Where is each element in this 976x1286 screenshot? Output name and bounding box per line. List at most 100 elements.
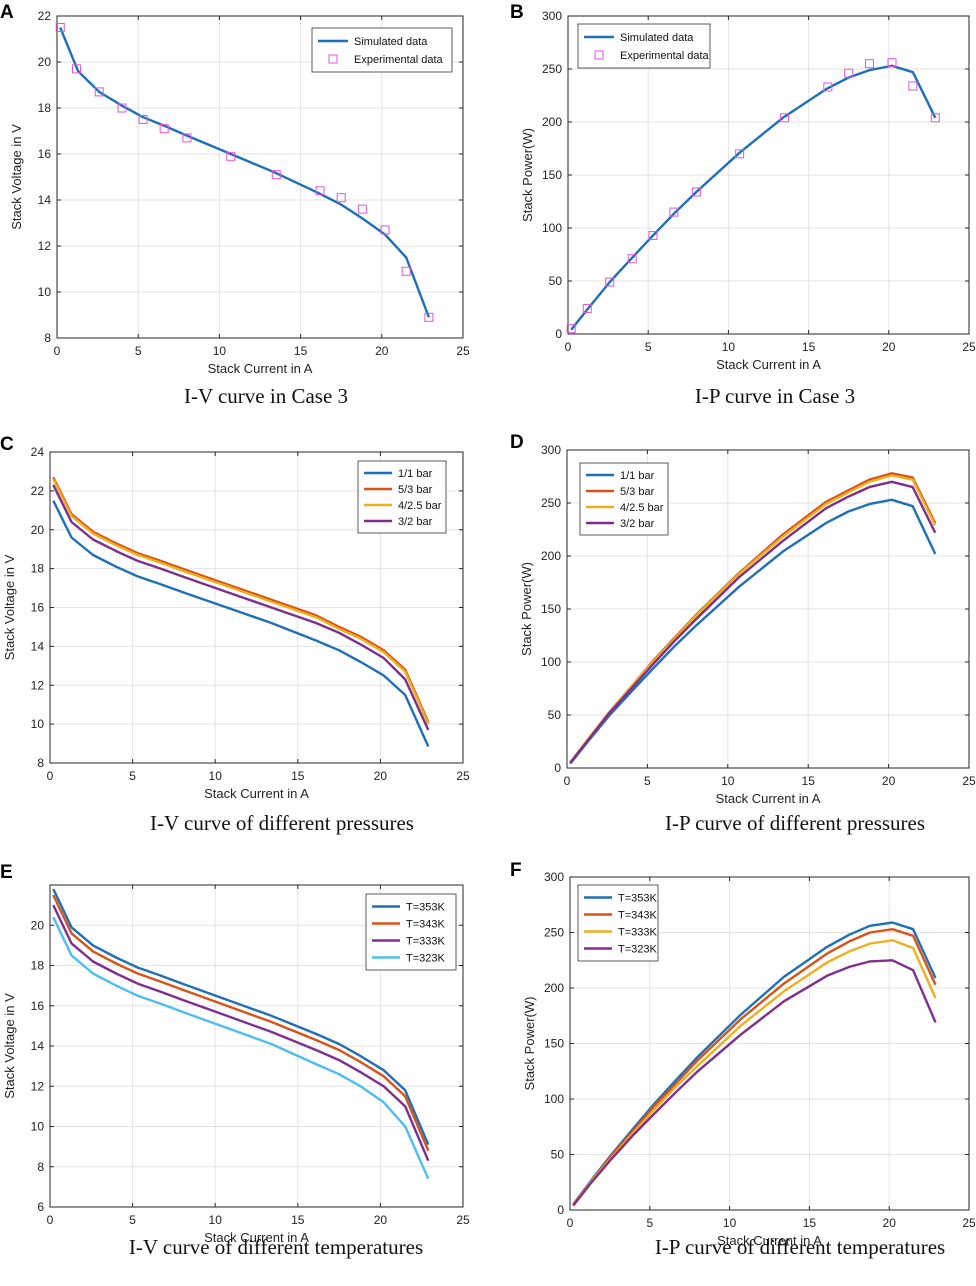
legend: 1/1 bar 5/3 bar 4/2.5 bar 3/2 bar — [357, 460, 447, 534]
data-marker — [226, 151, 236, 161]
legend: T=353K T=343K T=333K T=323K — [577, 884, 659, 962]
data-marker — [336, 193, 346, 203]
legend: Simulated data Experimental data — [311, 27, 453, 73]
legend-swatch-marker — [594, 50, 604, 60]
y-tick-label: 14 — [38, 193, 52, 207]
series-line-4 — [569, 480, 937, 764]
series-line-3 — [52, 478, 430, 725]
data-marker — [315, 186, 325, 196]
data-marker — [865, 59, 875, 69]
panel-caption: I-V curve in Case 3 — [184, 384, 348, 408]
legend: Simulated data Experimental data — [577, 23, 711, 69]
y-tick-label: 6 — [37, 1200, 44, 1214]
x-tick-label: 20 — [374, 1213, 388, 1227]
data-marker — [566, 324, 576, 334]
y-tick-label: 20 — [38, 55, 52, 69]
y-tick-label: 150 — [541, 602, 561, 616]
x-tick-label: 20 — [883, 1216, 897, 1230]
data-marker — [669, 207, 679, 217]
x-tick-label: 5 — [129, 769, 136, 783]
series-line-2 — [52, 476, 430, 723]
series-line-2 — [572, 928, 937, 1206]
y-tick-label: 10 — [38, 285, 52, 299]
x-tick-label: 25 — [962, 340, 976, 354]
y-tick-label: 200 — [544, 981, 564, 995]
data-marker — [627, 254, 637, 264]
y-tick-label: 18 — [38, 101, 52, 115]
series-line-4 — [52, 916, 430, 1180]
legend-box — [311, 27, 453, 73]
y-tick-label: 100 — [542, 221, 562, 235]
panel-caption: I-P curve in Case 3 — [695, 384, 855, 408]
y-tick-label: 22 — [31, 484, 45, 498]
y-tick-label: 150 — [542, 168, 562, 182]
x-tick-label: 0 — [565, 340, 572, 354]
y-tick-label: 250 — [541, 496, 561, 510]
series-line-1 — [59, 27, 431, 318]
legend-label: T=343K — [406, 919, 445, 931]
data-marker — [582, 304, 592, 314]
data-marker — [401, 266, 411, 276]
y-tick-label: 300 — [541, 443, 561, 457]
x-tick-label: 5 — [129, 1213, 136, 1227]
x-tick-label: 10 — [209, 1213, 223, 1227]
legend: T=353K T=343K T=333K T=323K — [365, 893, 457, 971]
x-tick-label: 0 — [47, 769, 54, 783]
data-marker — [138, 115, 148, 124]
x-tick-label: 15 — [294, 344, 308, 358]
legend-label: 1/1 bar — [398, 468, 433, 480]
legend-label: 3/2 bar — [398, 516, 433, 528]
panel-letter: D — [510, 432, 524, 453]
data-marker — [930, 113, 940, 123]
y-tick-label: 22 — [38, 9, 52, 23]
panel-caption: I-P curve of different pressures — [665, 811, 925, 835]
data-marker — [605, 277, 615, 287]
y-axis-label: Stack Voltage in V — [2, 993, 17, 1099]
legend-label: T=323K — [618, 944, 657, 956]
legend-label: T=333K — [618, 927, 657, 939]
y-tick-label: 10 — [31, 717, 45, 731]
y-tick-label: 200 — [541, 549, 561, 563]
legend-label: 4/2.5 bar — [620, 502, 664, 514]
x-tick-label: 10 — [721, 774, 735, 788]
data-marker — [887, 58, 897, 68]
x-tick-label: 15 — [291, 769, 305, 783]
y-tick-label: 8 — [37, 756, 44, 770]
series-line-1 — [570, 64, 937, 331]
y-axis-label: Stack Voltage in V — [9, 124, 24, 230]
series-line-1 — [52, 500, 430, 747]
y-tick-label: 0 — [554, 761, 561, 775]
chart-panel-e: 0 5 10 15 20 25 6 8 10 12 14 16 18 20 Stack Current in… — [0, 862, 470, 1259]
legend-swatch-marker — [328, 54, 338, 64]
y-tick-label: 24 — [31, 445, 45, 459]
x-tick-label: 15 — [291, 1213, 305, 1227]
data-marker — [648, 230, 658, 240]
x-tick-label: 0 — [54, 344, 61, 358]
x-axis-label: Stack Current in A — [717, 1233, 822, 1248]
data-marker — [182, 133, 192, 143]
y-axis-label: Stack Power(W) — [519, 562, 534, 656]
x-tick-label: 10 — [213, 344, 227, 358]
series-line-1 — [569, 498, 937, 765]
x-tick-label: 0 — [564, 774, 571, 788]
panel-letter: A — [0, 2, 14, 23]
y-tick-label: 14 — [31, 1039, 45, 1053]
data-marker — [424, 312, 434, 322]
data-marker — [94, 87, 104, 97]
y-tick-label: 0 — [555, 327, 562, 341]
legend-label: T=353K — [618, 893, 657, 905]
x-tick-label: 5 — [644, 774, 651, 788]
x-axis-label: Stack Current in A — [204, 786, 309, 801]
y-tick-label: 300 — [544, 870, 564, 884]
legend-label: 4/2.5 bar — [398, 500, 442, 512]
x-tick-label: 20 — [882, 340, 896, 354]
series-line-4 — [52, 484, 430, 731]
x-tick-label: 0 — [47, 1213, 54, 1227]
y-axis-label: Stack Power(W) — [520, 128, 535, 222]
x-tick-label: 20 — [375, 344, 389, 358]
x-tick-label: 25 — [962, 774, 976, 788]
data-marker — [691, 187, 701, 197]
legend-label: Experimental data — [354, 54, 444, 66]
